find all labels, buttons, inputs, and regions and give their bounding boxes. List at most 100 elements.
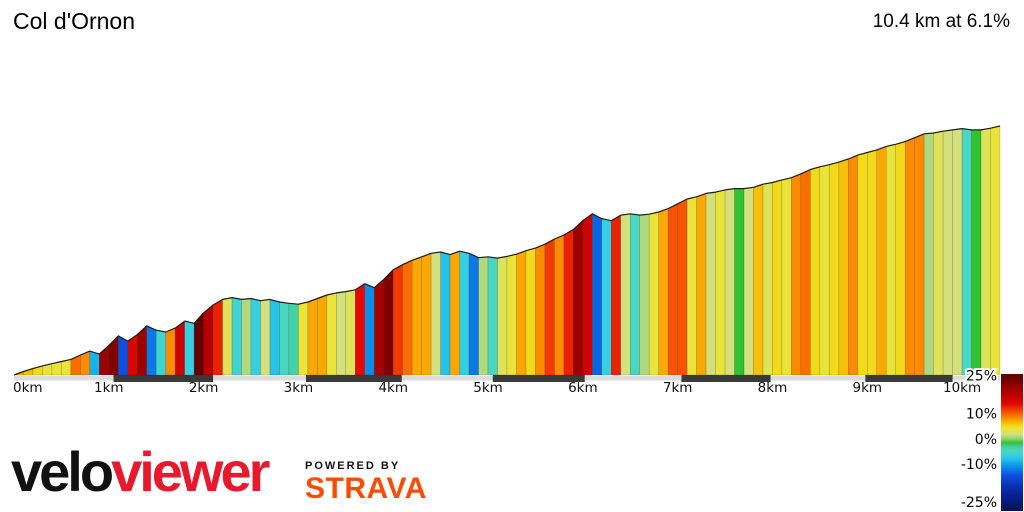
- profile-segment: [535, 243, 546, 376]
- profile-segment: [904, 137, 915, 376]
- profile-segment: [497, 256, 508, 376]
- profile-segment: [942, 129, 953, 376]
- profile-segment: [383, 269, 394, 376]
- profile-segment: [620, 213, 631, 376]
- profile-segment: [639, 213, 650, 376]
- profile-segment: [212, 298, 223, 376]
- x-axis-tick-label: 4km: [378, 380, 408, 396]
- profile-segment: [326, 292, 337, 376]
- profile-segment: [696, 192, 707, 376]
- x-axis-tick-label: 6km: [568, 380, 598, 396]
- profile-segment: [658, 208, 669, 376]
- profile-segment: [70, 354, 81, 376]
- x-axis-tick-label: 7km: [663, 380, 693, 396]
- profile-segment: [174, 320, 185, 376]
- profile-segment: [355, 283, 366, 376]
- x-axis-dark-band: [681, 375, 771, 382]
- profile-segment: [724, 188, 735, 376]
- profile-segment: [269, 299, 280, 376]
- profile-segment: [89, 350, 100, 376]
- legend-label: 10%: [966, 406, 997, 422]
- profile-segment: [980, 127, 991, 376]
- profile-segment: [734, 188, 745, 376]
- profile-segment: [459, 250, 470, 376]
- profile-segment: [118, 335, 129, 376]
- x-axis-dark-band: [865, 375, 953, 382]
- profile-segment: [516, 250, 527, 376]
- profile-segment: [686, 196, 697, 376]
- x-axis-tick-label: 0km: [13, 380, 43, 396]
- profile-segment: [961, 128, 972, 376]
- veloviewer-logo: veloviewer: [11, 444, 270, 500]
- profile-segment: [952, 128, 963, 376]
- profile-segment: [857, 152, 868, 376]
- profile-segment: [611, 214, 622, 376]
- profile-segment: [298, 301, 309, 376]
- x-axis-tick-label: 10km: [943, 380, 981, 396]
- profile-segment: [307, 298, 318, 376]
- profile-segment: [478, 256, 489, 376]
- profile-segment: [260, 299, 271, 376]
- profile-segment: [231, 297, 242, 376]
- logo-velo: velo: [11, 440, 114, 503]
- profile-segment: [838, 158, 849, 376]
- legend-label: 0%: [975, 432, 997, 448]
- x-axis-tick-label: 8km: [758, 380, 788, 396]
- profile-segment: [402, 259, 413, 376]
- profile-segment: [648, 211, 659, 376]
- profile-segment: [544, 238, 555, 376]
- profile-segment: [155, 329, 166, 376]
- page-title: Col d'Ornon: [13, 8, 136, 34]
- profile-segment: [601, 218, 612, 376]
- profile-segment: [364, 283, 375, 376]
- x-axis-dark-band: [113, 375, 214, 382]
- profile-segment: [250, 298, 261, 376]
- profile-segment: [487, 256, 498, 376]
- profile-segment: [440, 251, 451, 376]
- profile-segment: [667, 203, 678, 376]
- profile-segment: [554, 234, 565, 376]
- profile-segment: [165, 327, 176, 376]
- profile-segment: [848, 154, 859, 376]
- profile-segment: [876, 146, 887, 376]
- profile-segment: [241, 298, 252, 376]
- profile-segment: [772, 179, 783, 376]
- profile-segment: [468, 252, 479, 376]
- profile-segment: [971, 129, 982, 376]
- profile-segment: [592, 213, 603, 376]
- powered-by-label: POWERED BY: [305, 460, 401, 472]
- profile-segment: [146, 325, 157, 376]
- profile-segment: [108, 335, 119, 376]
- logo-viewer: viewer: [111, 440, 270, 503]
- profile-segment: [279, 301, 290, 376]
- strava-wordmark: STRAVA: [305, 472, 427, 505]
- profile-segment: [867, 149, 877, 376]
- profile-segment: [288, 303, 299, 376]
- profile-segment: [923, 132, 934, 376]
- profile-segment: [582, 213, 593, 376]
- profile-segment: [781, 177, 792, 376]
- legend-label: -25%: [961, 495, 997, 511]
- profile-segment: [563, 228, 574, 376]
- profile-segment: [914, 133, 925, 376]
- profile-segment: [449, 250, 460, 376]
- profile-segment: [411, 256, 422, 376]
- x-axis-tick-label: 5km: [473, 380, 503, 396]
- profile-segment: [829, 161, 840, 376]
- profile-segment: [819, 164, 830, 376]
- profile-segment: [895, 141, 906, 376]
- legend-label: 25%: [966, 369, 997, 385]
- profile-segment: [506, 253, 517, 376]
- profile-segment: [933, 130, 944, 376]
- x-axis-tick-label: 9km: [852, 380, 882, 396]
- x-axis-dark-band: [306, 375, 402, 382]
- profile-segment: [345, 289, 356, 376]
- profile-segment: [421, 252, 432, 376]
- climb-stats: 10.4 km at 6.1%: [872, 11, 1010, 32]
- profile-segment: [885, 143, 896, 376]
- profile-segment: [630, 213, 640, 376]
- profile-segment: [374, 278, 384, 376]
- profile-segment: [677, 198, 688, 376]
